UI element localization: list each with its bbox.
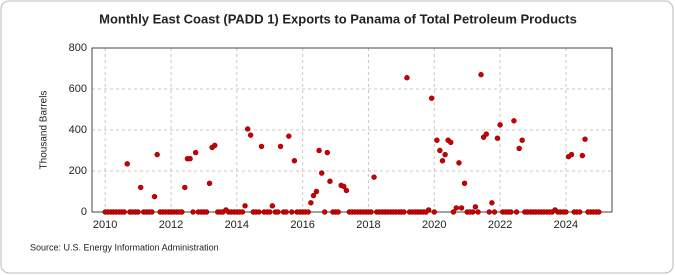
point <box>187 156 193 162</box>
point <box>275 209 281 215</box>
point <box>579 152 586 159</box>
point <box>244 126 251 132</box>
point <box>151 193 158 200</box>
y-tick-label: 800 <box>69 42 87 54</box>
x-tick-label: 2012 <box>159 219 183 231</box>
point <box>371 174 377 180</box>
point <box>313 188 320 195</box>
x-tick-label: 2020 <box>422 219 446 231</box>
point <box>478 71 484 78</box>
point <box>286 133 292 139</box>
point <box>239 209 246 215</box>
point <box>568 151 575 158</box>
x-tick-label: 2022 <box>488 219 512 231</box>
point <box>206 180 213 187</box>
point <box>283 209 289 215</box>
point <box>450 209 457 215</box>
point <box>269 203 276 209</box>
point <box>519 137 525 143</box>
point <box>513 209 520 215</box>
point <box>489 200 495 206</box>
point <box>458 205 465 211</box>
point <box>425 207 432 213</box>
x-tick-label: 2016 <box>290 219 314 231</box>
point <box>308 200 314 206</box>
point <box>461 180 468 187</box>
point <box>310 192 317 199</box>
point <box>192 149 199 156</box>
point <box>511 118 517 124</box>
point <box>368 209 374 215</box>
point <box>596 209 602 215</box>
point <box>434 137 440 143</box>
point <box>401 209 407 215</box>
point <box>291 158 298 164</box>
point <box>470 209 476 215</box>
point <box>124 161 130 167</box>
point <box>289 209 295 215</box>
point <box>453 205 460 211</box>
point <box>258 143 265 150</box>
point <box>475 209 481 215</box>
point <box>135 209 141 215</box>
point <box>138 184 144 191</box>
point <box>431 209 437 215</box>
point <box>497 122 503 128</box>
x-tick-label: 2024 <box>554 219 578 231</box>
point <box>442 151 448 158</box>
point <box>437 147 443 154</box>
point <box>448 139 454 146</box>
point <box>121 209 127 215</box>
point <box>582 136 588 142</box>
source-note: Source: U.S. Energy Information Administ… <box>30 242 219 252</box>
point <box>428 95 435 101</box>
point <box>327 178 333 184</box>
point <box>190 209 196 215</box>
x-tick-label: 2010 <box>93 219 117 231</box>
point <box>212 142 218 149</box>
point <box>491 209 498 215</box>
point <box>483 131 489 137</box>
point <box>242 203 248 209</box>
y-tick-label: 600 <box>69 83 87 95</box>
point <box>316 147 322 154</box>
point <box>439 158 446 164</box>
point <box>203 209 210 215</box>
point <box>516 145 522 152</box>
point <box>494 135 501 141</box>
point <box>324 149 331 156</box>
point <box>182 184 188 191</box>
point <box>472 204 479 210</box>
point <box>149 209 155 215</box>
point <box>563 209 569 215</box>
point <box>321 209 328 215</box>
y-axis-label: Thousand Barrels <box>39 91 50 170</box>
point <box>305 209 311 215</box>
y-tick-label: 400 <box>69 124 87 136</box>
point <box>179 209 185 215</box>
point <box>343 187 350 194</box>
point <box>154 151 160 158</box>
point <box>256 209 262 215</box>
y-tick-label: 200 <box>69 165 87 177</box>
point <box>456 160 462 166</box>
point <box>341 183 347 190</box>
point <box>486 209 492 215</box>
point <box>577 209 583 215</box>
y-tick-label: 0 <box>81 206 87 218</box>
x-tick-label: 2014 <box>225 219 249 231</box>
point <box>267 209 273 215</box>
point <box>508 209 514 215</box>
point <box>247 132 254 138</box>
x-tick-label: 2018 <box>356 219 380 231</box>
chart-title: Monthly East Coast (PADD 1) Exports to P… <box>99 11 577 26</box>
point <box>277 143 284 150</box>
point <box>319 170 325 176</box>
point <box>404 75 410 81</box>
point <box>335 209 341 215</box>
